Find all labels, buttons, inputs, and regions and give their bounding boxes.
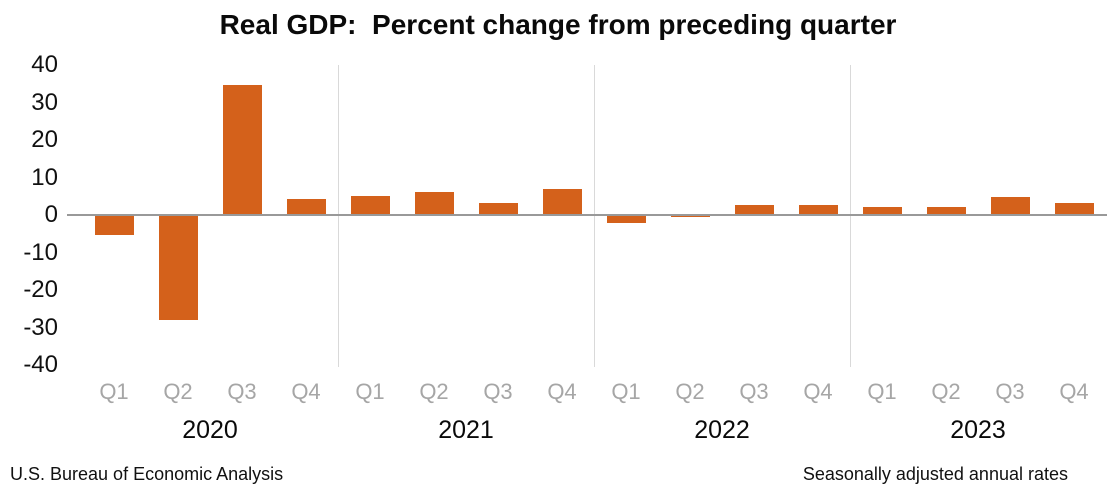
bar <box>542 188 582 215</box>
bar <box>670 215 710 218</box>
year-separator-line <box>594 65 595 367</box>
quarter-label: Q3 <box>483 379 513 404</box>
quarter-label: Q2 <box>419 379 449 404</box>
y-axis-tick-label: 30 <box>31 88 58 116</box>
bar <box>94 215 134 235</box>
y-axis-tick-label: -40 <box>23 351 58 378</box>
bar <box>926 207 966 215</box>
y-axis-tick-label: -10 <box>23 238 58 266</box>
source-caption: U.S. Bureau of Economic Analysis <box>10 464 284 484</box>
quarter-label: Q4 <box>291 379 321 404</box>
y-axis-tick-label: 20 <box>31 126 58 153</box>
year-label: 2022 <box>694 416 750 444</box>
bar <box>990 196 1030 215</box>
year-separator-line <box>338 65 339 367</box>
quarter-label: Q3 <box>739 379 769 404</box>
bar <box>798 205 838 215</box>
quarter-label: Q4 <box>1059 379 1089 404</box>
bar <box>414 191 454 215</box>
bar <box>1054 202 1094 215</box>
quarter-label: Q1 <box>355 379 385 404</box>
bar <box>158 215 198 320</box>
quarter-label: Q1 <box>867 379 897 404</box>
quarter-label: Q2 <box>163 379 193 404</box>
quarter-label: Q4 <box>547 379 577 404</box>
bar <box>606 215 646 223</box>
year-label: 2020 <box>182 416 238 444</box>
quarter-label: Q2 <box>931 379 961 404</box>
y-axis-tick-label: 40 <box>31 51 58 78</box>
bar <box>350 195 390 215</box>
year-separator-line <box>850 65 851 367</box>
zero-axis-line <box>67 214 1107 216</box>
quarter-label: Q3 <box>995 379 1025 404</box>
year-label: 2021 <box>438 416 494 444</box>
bar <box>734 204 774 215</box>
bar <box>222 84 262 215</box>
quarter-label: Q4 <box>803 379 833 404</box>
y-axis-tick-label: 10 <box>31 163 58 191</box>
y-axis-tick-label: -20 <box>23 276 58 303</box>
quarter-label: Q3 <box>227 379 257 404</box>
y-axis-tick-label: -30 <box>23 313 58 341</box>
quarter-label: Q1 <box>611 379 641 404</box>
adjustment-caption: Seasonally adjusted annual rates <box>802 464 1068 484</box>
year-label: 2023 <box>950 416 1006 444</box>
bar <box>478 202 518 215</box>
quarter-label: Q1 <box>99 379 129 404</box>
y-axis-tick-label: 0 <box>44 201 58 228</box>
bar <box>286 199 326 215</box>
chart-title: Real GDP: Percent change from preceding … <box>219 9 897 40</box>
quarter-label: Q2 <box>675 379 705 404</box>
bar <box>862 206 902 215</box>
